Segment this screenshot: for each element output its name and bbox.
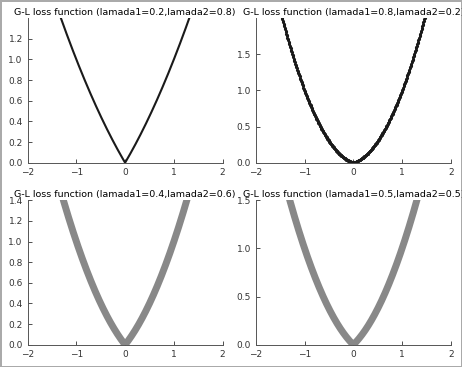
- Title: G-L loss function (lamada1=0.4,lamada2=0.6): G-L loss function (lamada1=0.4,lamada2=0…: [14, 190, 236, 199]
- Title: G-L loss function (lamada1=0.5,lamada2=0.5): G-L loss function (lamada1=0.5,lamada2=0…: [243, 190, 462, 199]
- Title: G-L loss function (lamada1=0.8,lamada2=0.2): G-L loss function (lamada1=0.8,lamada2=0…: [243, 8, 462, 17]
- Title: G-L loss function (lamada1=0.2,lamada2=0.8): G-L loss function (lamada1=0.2,lamada2=0…: [14, 8, 236, 17]
